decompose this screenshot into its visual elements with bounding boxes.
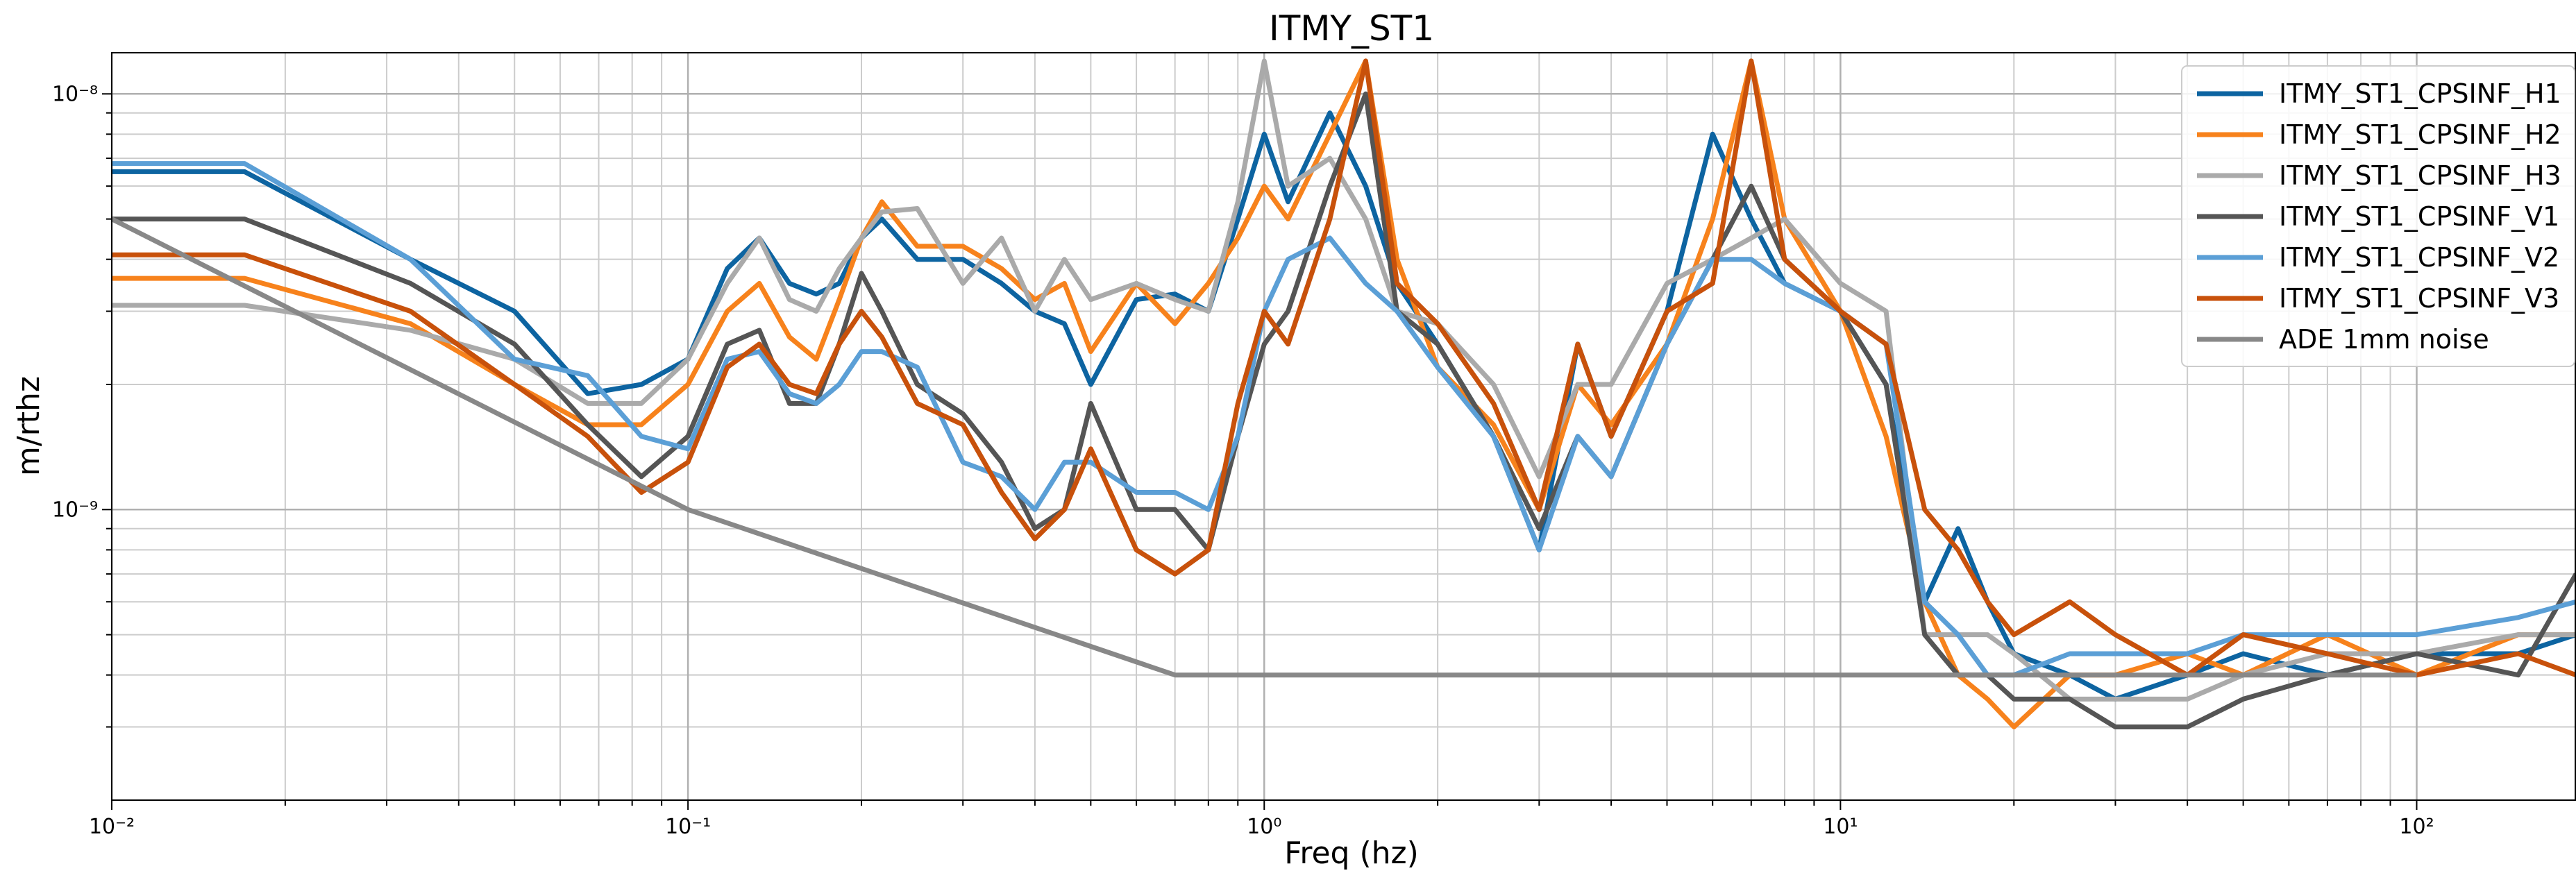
x-tick-label: 10⁻¹ (665, 815, 711, 839)
legend-label: ADE 1mm noise (2279, 324, 2489, 355)
y-axis-label: m/rthz (11, 376, 47, 476)
series-line (112, 110, 2576, 702)
x-tick-label: 10² (2399, 815, 2434, 839)
axes: 10⁻² 10⁻¹ 10⁰ 10¹ 10² 10⁻⁹ 10⁻⁸ (52, 82, 2434, 839)
series-line (112, 58, 2576, 729)
x-tick-label: 10¹ (1823, 815, 1858, 839)
chart-title: ITMY_ST1 (1269, 8, 1434, 49)
legend-label: ITMY_ST1_CPSINF_V2 (2279, 242, 2559, 273)
x-tick-label: 10⁻² (89, 815, 135, 839)
legend-label: ITMY_ST1_CPSINF_V1 (2279, 201, 2559, 232)
legend-box (2181, 65, 2575, 367)
plot-lines (112, 58, 2576, 729)
x-tick-label: 10⁰ (1247, 815, 1281, 839)
legend-label: ITMY_ST1_CPSINF_V3 (2279, 283, 2559, 314)
series-line (112, 58, 2576, 702)
y-tick-label: 10⁻⁸ (52, 82, 98, 106)
y-tick-label: 10⁻⁹ (52, 498, 98, 522)
legend-label: ITMY_ST1_CPSINF_H2 (2279, 119, 2561, 150)
series-line (112, 58, 2576, 678)
legend-label: ITMY_ST1_CPSINF_H3 (2279, 160, 2561, 191)
legend: ITMY_ST1_CPSINF_H1 ITMY_ST1_CPSINF_H2 ITMY… (2181, 65, 2575, 367)
plot-frame (111, 52, 2576, 801)
x-axis-label: Freq (hz) (1284, 836, 1419, 871)
legend-label: ITMY_ST1_CPSINF_H1 (2279, 78, 2561, 109)
series-line (112, 217, 2417, 678)
